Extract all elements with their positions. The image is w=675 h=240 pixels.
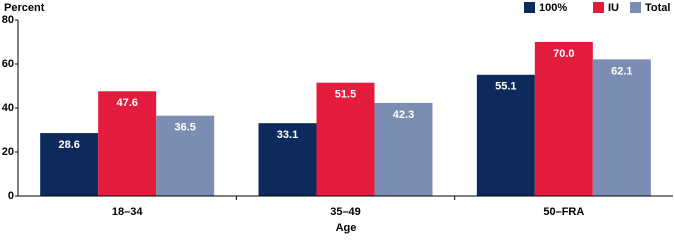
- value-label: 70.0: [553, 48, 574, 60]
- y-tick-label: 0: [8, 190, 14, 202]
- bar: [316, 82, 375, 196]
- value-label: 36.5: [174, 122, 195, 134]
- bar: [40, 133, 99, 196]
- legend-label: IU: [608, 2, 619, 14]
- chart-title: Percent: [4, 2, 45, 14]
- y-tick-label: 20: [2, 146, 14, 158]
- value-label: 47.6: [116, 97, 137, 109]
- legend-label: 100%: [539, 2, 567, 14]
- legend-swatch: [593, 2, 604, 13]
- bar: [374, 102, 433, 196]
- value-label: 62.1: [611, 65, 632, 77]
- bar: [476, 74, 535, 196]
- value-label: 33.1: [277, 129, 298, 141]
- y-tick-label: 80: [2, 14, 14, 26]
- x-axis-label: Age: [336, 222, 357, 234]
- legend-label: Total: [645, 2, 670, 14]
- x-tick-label: 50–FRA: [543, 206, 584, 218]
- x-tick-label: 18–34: [112, 206, 143, 218]
- bar: [98, 91, 157, 196]
- y-tick-label: 60: [2, 58, 14, 70]
- x-tick-label: 35–49: [330, 206, 361, 218]
- y-tick-label: 40: [2, 102, 14, 114]
- value-label: 28.6: [58, 139, 79, 151]
- bar: [258, 123, 317, 196]
- bar: [534, 42, 593, 196]
- legend-swatch: [630, 2, 641, 13]
- value-label: 55.1: [495, 81, 516, 93]
- bar: [592, 59, 651, 196]
- legend-swatch: [524, 2, 535, 13]
- bar: [156, 115, 215, 196]
- value-label: 51.5: [335, 89, 356, 101]
- value-label: 42.3: [393, 109, 414, 121]
